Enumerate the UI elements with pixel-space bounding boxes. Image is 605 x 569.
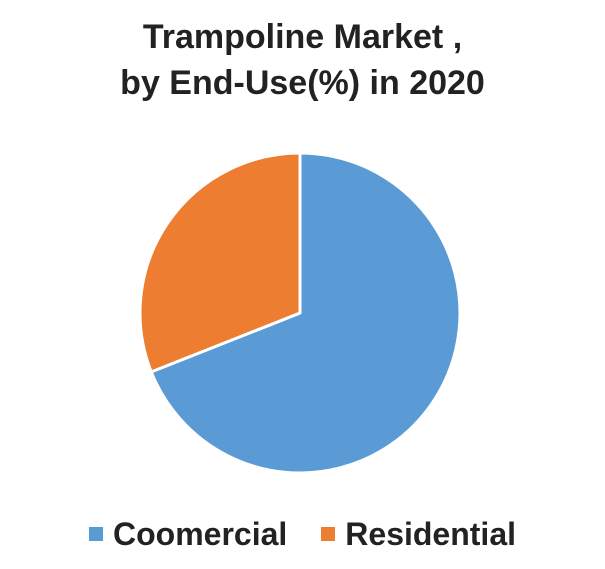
legend: Coomercial Residential bbox=[0, 514, 605, 554]
pie-slice-coomercial bbox=[149, 151, 462, 475]
legend-item-coomercial: Coomercial bbox=[89, 514, 287, 554]
legend-swatch-coomercial bbox=[89, 527, 103, 541]
legend-item-residential: Residential bbox=[321, 514, 516, 554]
chart-title-line-1: Trampoline Market , bbox=[142, 18, 463, 56]
pie-slice-residential bbox=[138, 151, 302, 374]
chart-title-line-2: by End-Use(%) in 2020 bbox=[120, 64, 485, 102]
legend-label-residential: Residential bbox=[345, 516, 516, 552]
legend-swatch-residential bbox=[321, 527, 336, 541]
legend-label-coomercial: Coomercial bbox=[113, 516, 288, 552]
chart-title: Trampoline Market , by End-Use(%) in 202… bbox=[0, 14, 605, 106]
